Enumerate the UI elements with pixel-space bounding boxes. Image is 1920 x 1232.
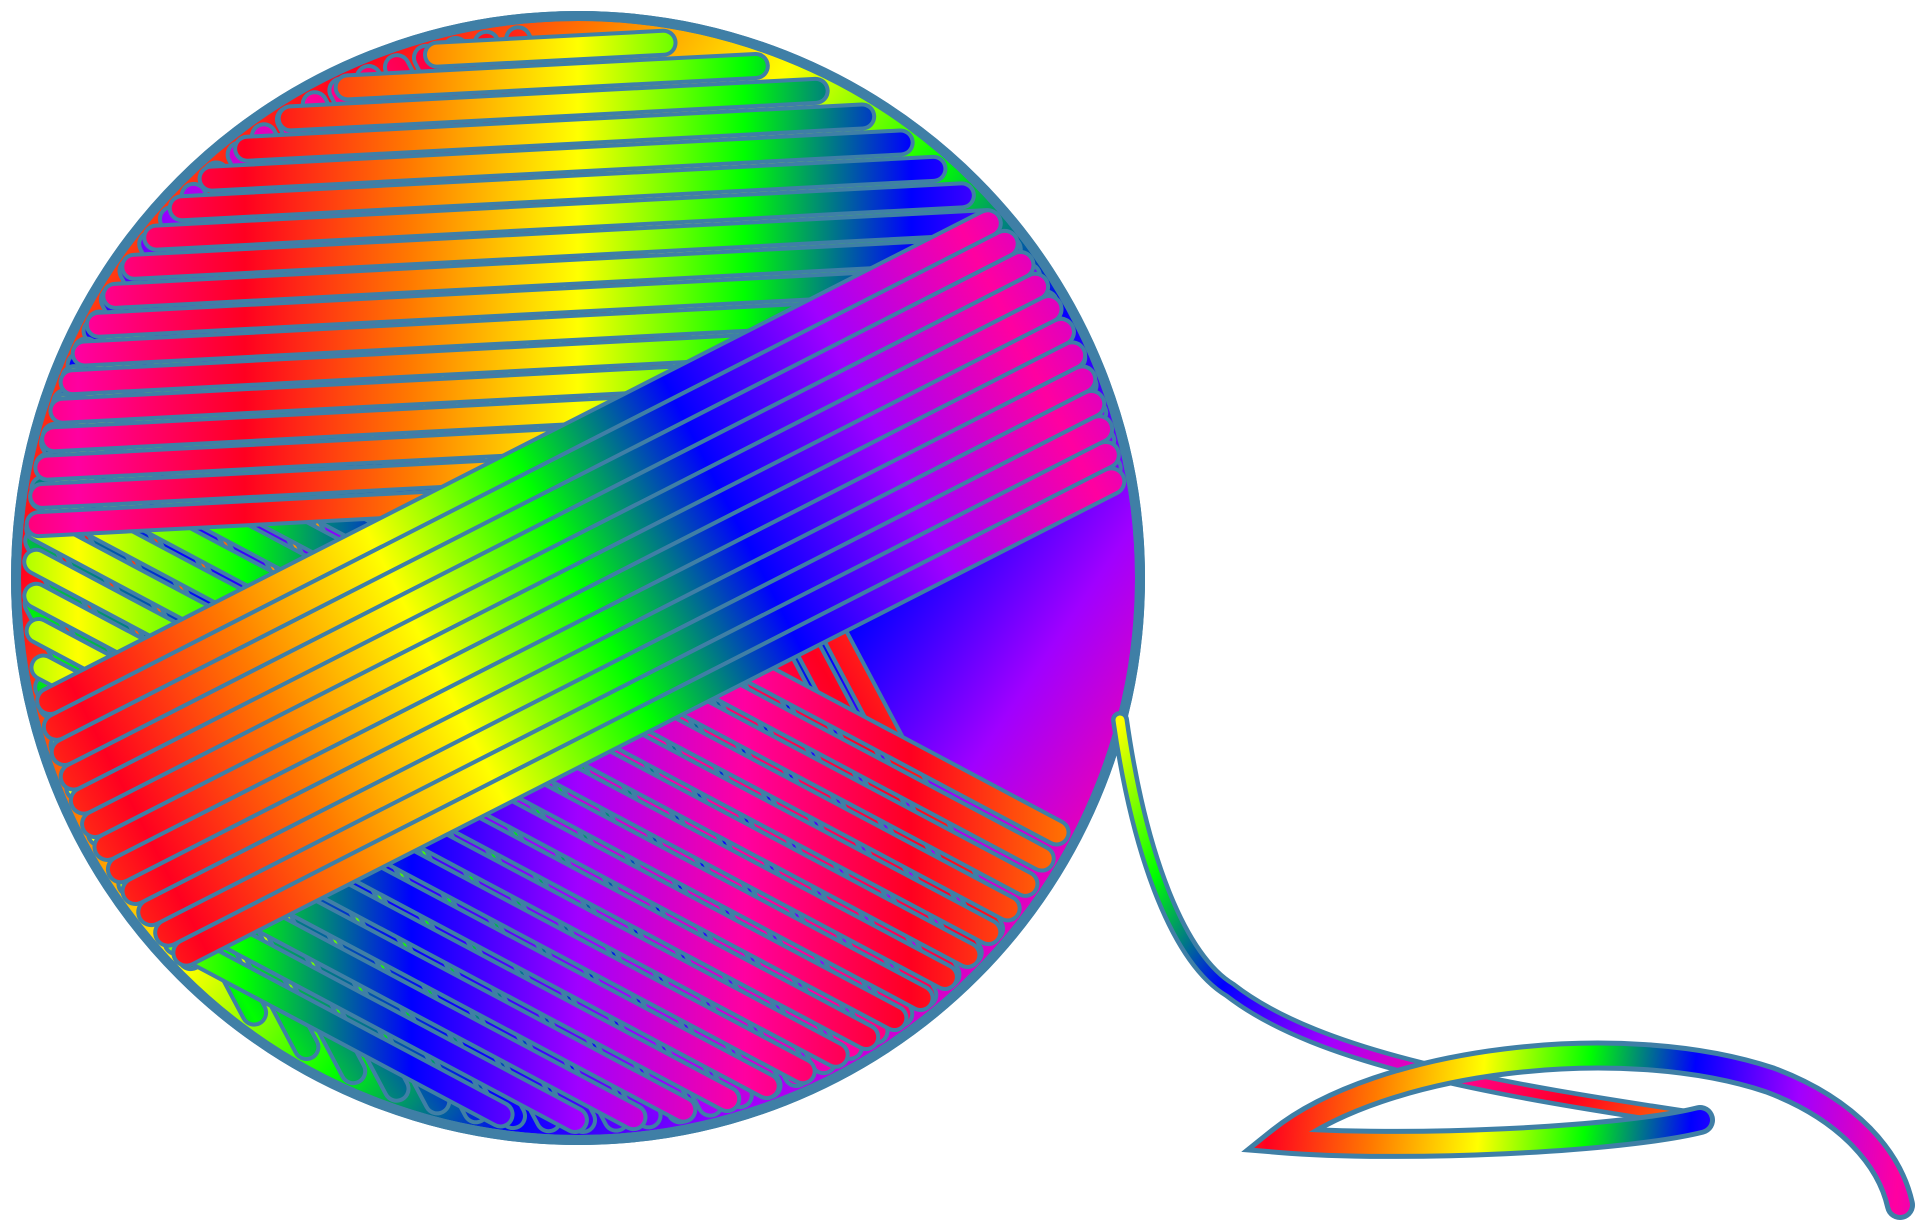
yarn-wrap bbox=[109, 368, 1094, 881]
yarn-wrap bbox=[72, 298, 1060, 812]
yarn-wrap bbox=[124, 212, 997, 277]
yarn-wrap bbox=[140, 418, 1111, 924]
yarn-wrap bbox=[105, 239, 1019, 306]
strand-segment bbox=[1115, 715, 1705, 1125]
yarn-wrap bbox=[39, 212, 999, 713]
yarn-wrap bbox=[84, 320, 1072, 836]
yarn-wrap bbox=[175, 470, 1123, 964]
yarn-wrap bbox=[53, 254, 1032, 764]
strand-segment bbox=[1254, 1045, 1910, 1215]
yarn-wrap bbox=[124, 392, 1103, 902]
yarn-wrap bbox=[166, 932, 511, 1125]
yarn-wrap bbox=[171, 158, 944, 219]
yarn-wrap bbox=[280, 80, 826, 129]
yarn-wrap bbox=[62, 275, 1047, 788]
yarn-ball bbox=[11, 11, 1145, 1145]
ball-outline bbox=[11, 11, 1145, 1145]
yarn-wrap bbox=[157, 443, 1117, 944]
yarn-wrap bbox=[337, 55, 766, 98]
yarn-wrap bbox=[96, 344, 1084, 858]
yarn-wrap bbox=[426, 32, 674, 65]
loose-yarn-strand bbox=[1111, 711, 1915, 1220]
yarn-wrap bbox=[45, 232, 1016, 738]
yarn-wrap bbox=[146, 185, 972, 248]
wraps-diagonal-band bbox=[35, 208, 1127, 968]
yarn-wrap bbox=[201, 132, 911, 189]
yarn-wrap bbox=[237, 106, 873, 159]
